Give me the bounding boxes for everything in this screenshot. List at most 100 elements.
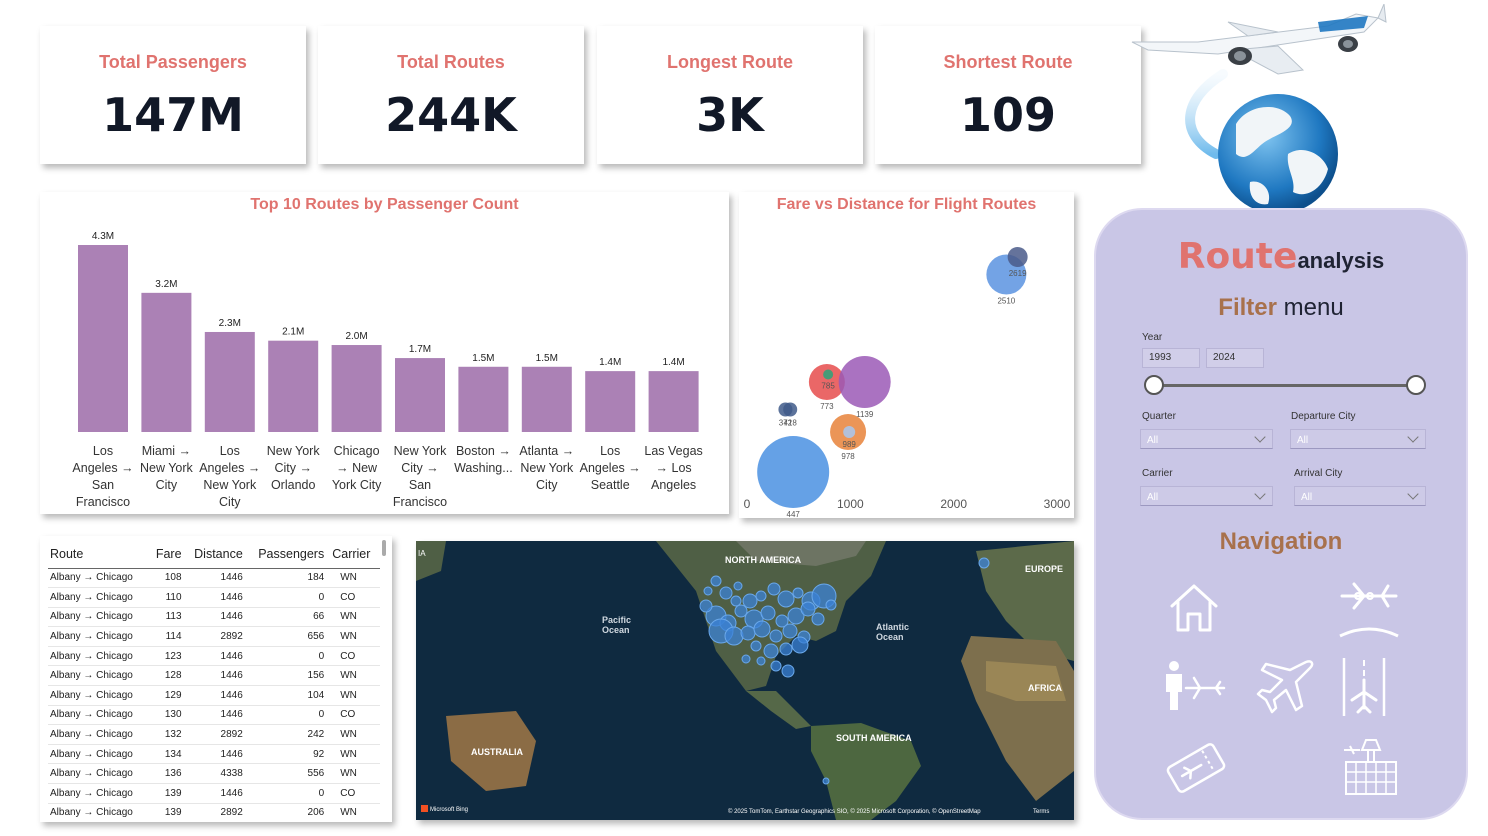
scatter-point[interactable] [823, 369, 834, 380]
route-dot[interactable] [730, 595, 742, 607]
route-dot[interactable] [782, 623, 798, 639]
route-dot[interactable] [756, 656, 766, 666]
year-from-input[interactable]: 1993 [1142, 348, 1200, 368]
route-dot[interactable] [775, 614, 789, 628]
year-slider-handle-start[interactable] [1144, 375, 1164, 395]
table-row[interactable]: Albany → Chicago 128 1446 156 WN [48, 665, 380, 687]
route-dot[interactable] [699, 599, 713, 613]
scatter-point[interactable] [838, 356, 891, 408]
route-dot[interactable] [710, 575, 722, 587]
route-dot[interactable] [787, 607, 805, 625]
route-dot[interactable] [724, 626, 744, 646]
bar[interactable] [268, 340, 319, 432]
routes-table[interactable]: Route Fare Distance Passengers Carrier A… [48, 540, 380, 822]
scatter-point[interactable] [783, 402, 798, 417]
route-dot[interactable] [741, 654, 751, 664]
airplane-icon[interactable] [1256, 656, 1316, 716]
boarding-ticket-icon[interactable] [1164, 738, 1228, 798]
scatter-point-label: 989 [843, 440, 857, 449]
bar[interactable] [141, 292, 192, 432]
route-dot[interactable] [742, 593, 758, 609]
table-row[interactable]: Albany → Chicago 139 2892 206 WN [48, 803, 380, 822]
table-row[interactable]: Albany → Chicago 132 2892 242 WN [48, 724, 380, 745]
route-dot[interactable] [753, 620, 771, 638]
home-icon[interactable] [1166, 580, 1222, 636]
quarter-dropdown[interactable]: All [1140, 429, 1273, 449]
table-row[interactable]: Albany → Chicago 123 1446 0 CO [48, 646, 380, 667]
route-dot[interactable] [978, 557, 990, 569]
scatter-point[interactable] [808, 364, 845, 400]
column-header-carrier[interactable]: Carrier [326, 540, 380, 569]
route-dot[interactable] [755, 590, 767, 602]
route-dot[interactable] [791, 636, 809, 654]
scatter-point[interactable] [1007, 247, 1028, 267]
table-row[interactable]: Albany → Chicago 139 1446 0 CO [48, 783, 380, 804]
table-row[interactable]: Albany → Chicago 110 1446 0 CO [48, 587, 380, 608]
route-dot[interactable] [822, 777, 830, 785]
year-slider-track[interactable] [1154, 384, 1416, 387]
table-row[interactable]: Albany → Chicago 130 1446 0 CO [48, 705, 380, 726]
bar[interactable] [521, 366, 572, 432]
bar-data-label: 1.4M [662, 357, 684, 368]
route-dot[interactable] [777, 590, 795, 608]
route-dot[interactable] [770, 660, 782, 672]
table-cell: 129 [149, 685, 184, 706]
bar-category-label: Miami → New York City [140, 444, 194, 492]
route-dot[interactable] [781, 664, 795, 678]
route-dot[interactable] [779, 642, 793, 656]
airport-tower-icon[interactable] [1340, 736, 1402, 798]
route-dot[interactable] [734, 604, 748, 618]
bar[interactable] [458, 366, 509, 432]
column-header-passengers[interactable]: Passengers [244, 540, 327, 569]
map-attribution: © 2025 TomTom, Earthstar Geographics SIO… [728, 808, 981, 815]
route-dot[interactable] [763, 643, 779, 659]
route-dot[interactable] [825, 599, 837, 611]
column-header-distance[interactable]: Distance [183, 540, 245, 569]
route-dot[interactable] [719, 586, 733, 600]
table-cell: 136 [149, 763, 184, 785]
arrival-city-dropdown[interactable]: All [1294, 486, 1426, 506]
table-row[interactable]: Albany → Chicago 113 1446 66 WN [48, 607, 380, 628]
bar[interactable] [78, 245, 128, 432]
column-header-route[interactable]: Route [48, 540, 149, 569]
departure-city-dropdown[interactable]: All [1290, 429, 1426, 449]
carrier-dropdown[interactable]: All [1140, 486, 1273, 506]
table-row[interactable]: Albany → Chicago 108 1446 184 WN [48, 568, 380, 589]
route-dot[interactable] [703, 586, 713, 596]
map-terms-link[interactable]: Terms [1033, 809, 1049, 815]
bar[interactable] [395, 358, 445, 432]
runway-icon[interactable] [1340, 656, 1388, 718]
route-dots[interactable] [699, 557, 990, 785]
bar[interactable] [585, 371, 636, 432]
route-dot[interactable] [769, 629, 783, 643]
scatter-point[interactable] [843, 426, 856, 438]
year-to-input[interactable]: 2024 [1206, 348, 1264, 368]
route-dot[interactable] [800, 601, 816, 617]
route-dot[interactable] [767, 582, 781, 596]
scatter-point[interactable] [757, 436, 830, 508]
table-row[interactable]: Albany → Chicago 129 1446 104 WN [48, 685, 380, 706]
year-slider-handle-end[interactable] [1406, 375, 1426, 395]
route-dot[interactable] [750, 640, 762, 652]
bar[interactable] [648, 371, 699, 432]
column-header-fare[interactable]: Fare [149, 540, 184, 569]
table-scrollbar[interactable] [382, 540, 386, 556]
x-tick-label: 3000 [1044, 497, 1071, 511]
bar[interactable] [331, 345, 382, 432]
route-dot[interactable] [811, 612, 825, 626]
top-routes-bar-chart[interactable]: 4.3M Los Angeles → San Francisco 3.2M Miami → N… [40, 192, 729, 514]
table-row[interactable]: Albany → Chicago 114 2892 656 WN [48, 626, 380, 647]
route-map[interactable]: NORTH AMERICA EUROPE Pacific Ocean Atlant… [416, 541, 1074, 820]
passenger-boarding-icon[interactable] [1160, 658, 1230, 714]
table-cell: 1446 [183, 646, 245, 667]
map-label-europe: EUROPE [1025, 564, 1063, 574]
route-dot[interactable] [740, 625, 756, 641]
table-row[interactable]: Albany → Chicago 136 4338 556 WN [48, 763, 380, 785]
bar[interactable] [204, 331, 255, 432]
route-dot[interactable] [760, 605, 776, 621]
table-row[interactable]: Albany → Chicago 134 1446 92 WN [48, 744, 380, 765]
route-dot[interactable] [733, 581, 743, 591]
flight-route-icon[interactable] [1336, 576, 1402, 642]
route-dot[interactable] [792, 587, 804, 599]
